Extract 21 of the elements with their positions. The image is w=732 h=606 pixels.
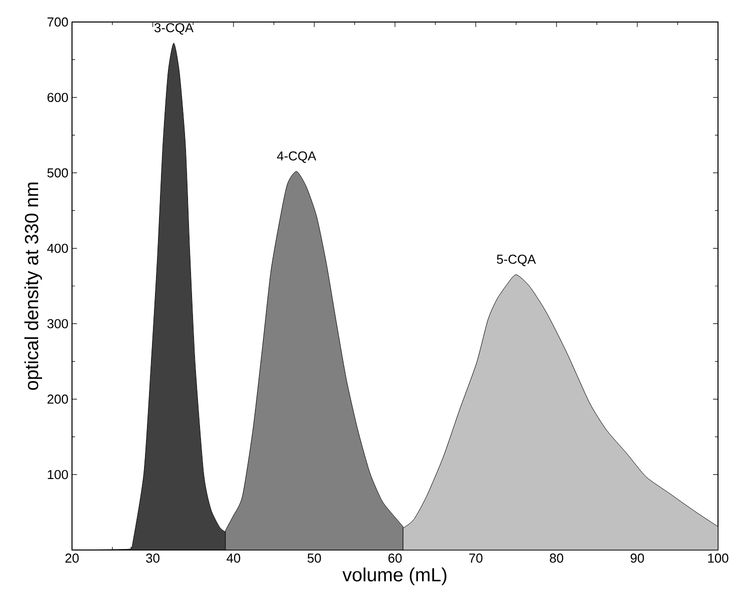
x-axis-title: volume (mL)	[342, 568, 446, 586]
x-tick-label: 30	[146, 554, 160, 563]
y-tick-label: 300	[47, 319, 68, 328]
x-tick-label: 50	[308, 554, 321, 563]
y-tick-label: 400	[47, 244, 68, 253]
series-label: 3-CQA	[154, 23, 194, 35]
series-label: 5-CQA	[496, 254, 536, 266]
x-tick-label: 100	[708, 554, 728, 563]
x-tick-label: 60	[388, 554, 402, 563]
x-tick-label: 40	[226, 554, 240, 563]
series-label: 4-CQA	[276, 151, 316, 163]
y-tick-label: 700	[48, 17, 68, 27]
x-tick-label: 90	[630, 554, 644, 563]
y-tick-label: 500	[47, 168, 68, 178]
x-tick-label: 70	[469, 554, 482, 563]
y-tick-label: 100	[48, 470, 68, 480]
y-tick-label: 200	[48, 394, 68, 404]
x-tick-label: 80	[550, 554, 564, 563]
y-axis-title: optical density at 330 nm	[24, 182, 42, 390]
x-tick-label: 20	[65, 554, 79, 563]
y-tick-label: 600	[48, 92, 68, 102]
